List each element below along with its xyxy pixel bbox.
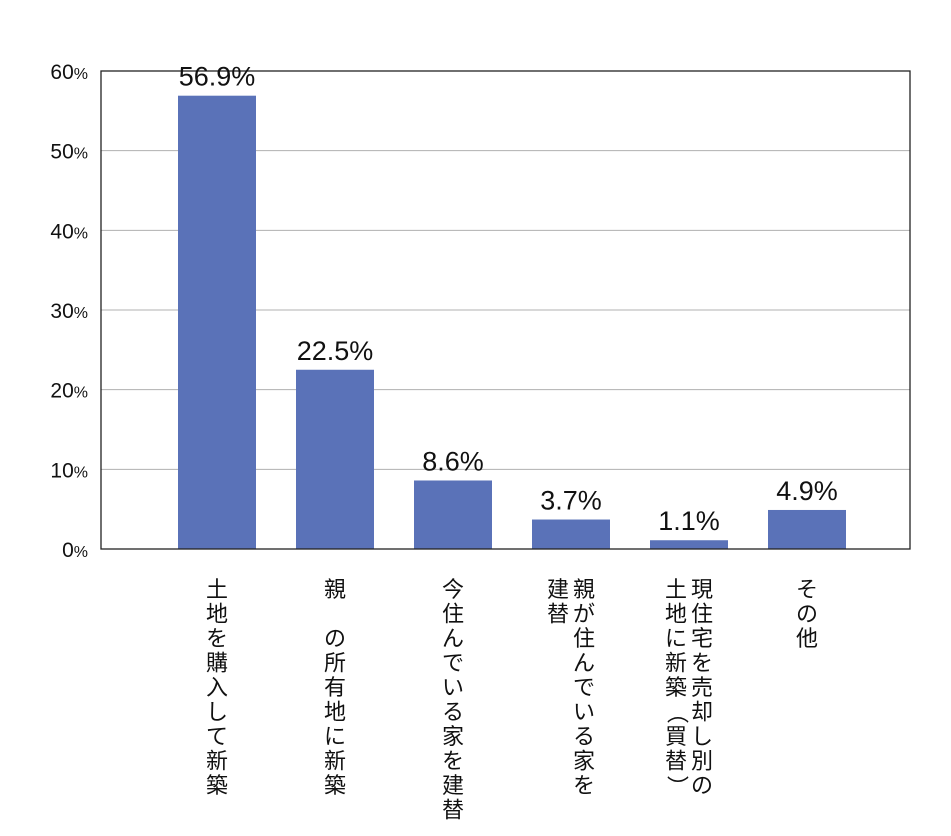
category-char: し xyxy=(206,700,228,725)
data-label: 8.6% xyxy=(422,446,484,476)
category-char: 宅 xyxy=(691,627,713,652)
y-tick-label: 0% xyxy=(62,539,88,562)
bar xyxy=(296,369,374,549)
category-char: 別 xyxy=(691,749,713,774)
bars xyxy=(178,95,846,550)
category-char: ） xyxy=(664,775,689,797)
category-char: を xyxy=(691,651,713,676)
category-char: て xyxy=(206,725,228,750)
category-char: の xyxy=(691,774,713,799)
category-char: い xyxy=(442,676,464,701)
category-char: を xyxy=(206,627,228,652)
bar xyxy=(650,540,728,549)
data-label: 22.5% xyxy=(297,336,374,366)
category-char: 買 xyxy=(665,725,687,750)
category-char: 新 xyxy=(324,749,346,774)
category-char: 却 xyxy=(691,700,713,725)
category-char: 住 xyxy=(691,602,713,627)
category-char: 建 xyxy=(547,578,569,603)
category-char: る xyxy=(573,725,595,750)
y-tick-label: 60% xyxy=(50,61,88,84)
category-char: で xyxy=(442,651,464,676)
category-char: 新 xyxy=(206,749,228,774)
data-label: 3.7% xyxy=(540,486,602,516)
category-char: 今 xyxy=(442,578,464,603)
category-char: （ xyxy=(664,702,689,724)
y-tick-label: 50% xyxy=(50,141,88,164)
category-char: 入 xyxy=(206,676,228,701)
category-char: 築 xyxy=(206,774,228,799)
bar xyxy=(414,480,492,549)
data-labels: 56.9% 22.5% 8.6% 3.7% 1.1% 4.9% xyxy=(179,62,838,537)
category-char: い xyxy=(573,700,595,725)
category-char: 親 xyxy=(324,578,346,603)
bar xyxy=(768,509,846,549)
category-char: 地 xyxy=(665,602,687,627)
category-char: る xyxy=(442,700,464,725)
category-char: に xyxy=(665,627,687,652)
category-char: 建 xyxy=(442,774,464,799)
data-label: 4.9% xyxy=(776,476,838,506)
category-char: 他 xyxy=(796,627,818,652)
category-char: し xyxy=(691,725,713,750)
category-char: が xyxy=(573,602,595,627)
category-char: 土 xyxy=(206,578,228,603)
y-tick-label: 40% xyxy=(50,220,88,243)
category-char: 替 xyxy=(442,798,464,823)
y-tick-label: 30% xyxy=(50,300,88,323)
category-char: 地 xyxy=(206,602,228,627)
category-char: を xyxy=(573,774,595,799)
category-char: 有 xyxy=(324,676,346,701)
category-char: 売 xyxy=(691,676,713,701)
category-char: の xyxy=(796,602,818,627)
category-char: 新 xyxy=(665,651,687,676)
bar xyxy=(532,519,610,549)
category-char: 現 xyxy=(691,578,713,603)
data-label: 1.1% xyxy=(658,506,720,536)
category-char: 親 xyxy=(573,578,595,603)
category-char: に xyxy=(324,725,346,750)
category-char: ん xyxy=(573,651,595,676)
category-char: 土 xyxy=(665,578,687,603)
category-char: を xyxy=(442,749,464,774)
category-label: その他 xyxy=(796,578,818,652)
category-char: ん xyxy=(442,627,464,652)
category-char: 住 xyxy=(442,602,464,627)
category-char: 家 xyxy=(442,725,464,750)
data-label: 56.9% xyxy=(179,62,256,92)
category-char: 所 xyxy=(324,651,346,676)
category-char: そ xyxy=(796,578,818,603)
category-char: 購 xyxy=(206,651,228,676)
category-char: で xyxy=(573,676,595,701)
category-char: 地 xyxy=(324,700,346,725)
category-label: 建替 xyxy=(547,578,569,628)
bar xyxy=(178,95,256,550)
category-char: の xyxy=(324,627,346,652)
plot-frame xyxy=(100,70,911,550)
category-char: 替 xyxy=(547,602,569,627)
category-char: 築 xyxy=(665,676,687,701)
category-char: 住 xyxy=(573,627,595,652)
y-tick-label: 10% xyxy=(50,459,88,482)
category-char: 築 xyxy=(324,774,346,799)
category-char: 替 xyxy=(665,749,687,774)
category-char: 家 xyxy=(573,749,595,774)
y-tick-label: 20% xyxy=(50,380,88,403)
y-axis-ticks: 0% 10% 20% 30% 40% 50% 60% xyxy=(50,61,88,562)
